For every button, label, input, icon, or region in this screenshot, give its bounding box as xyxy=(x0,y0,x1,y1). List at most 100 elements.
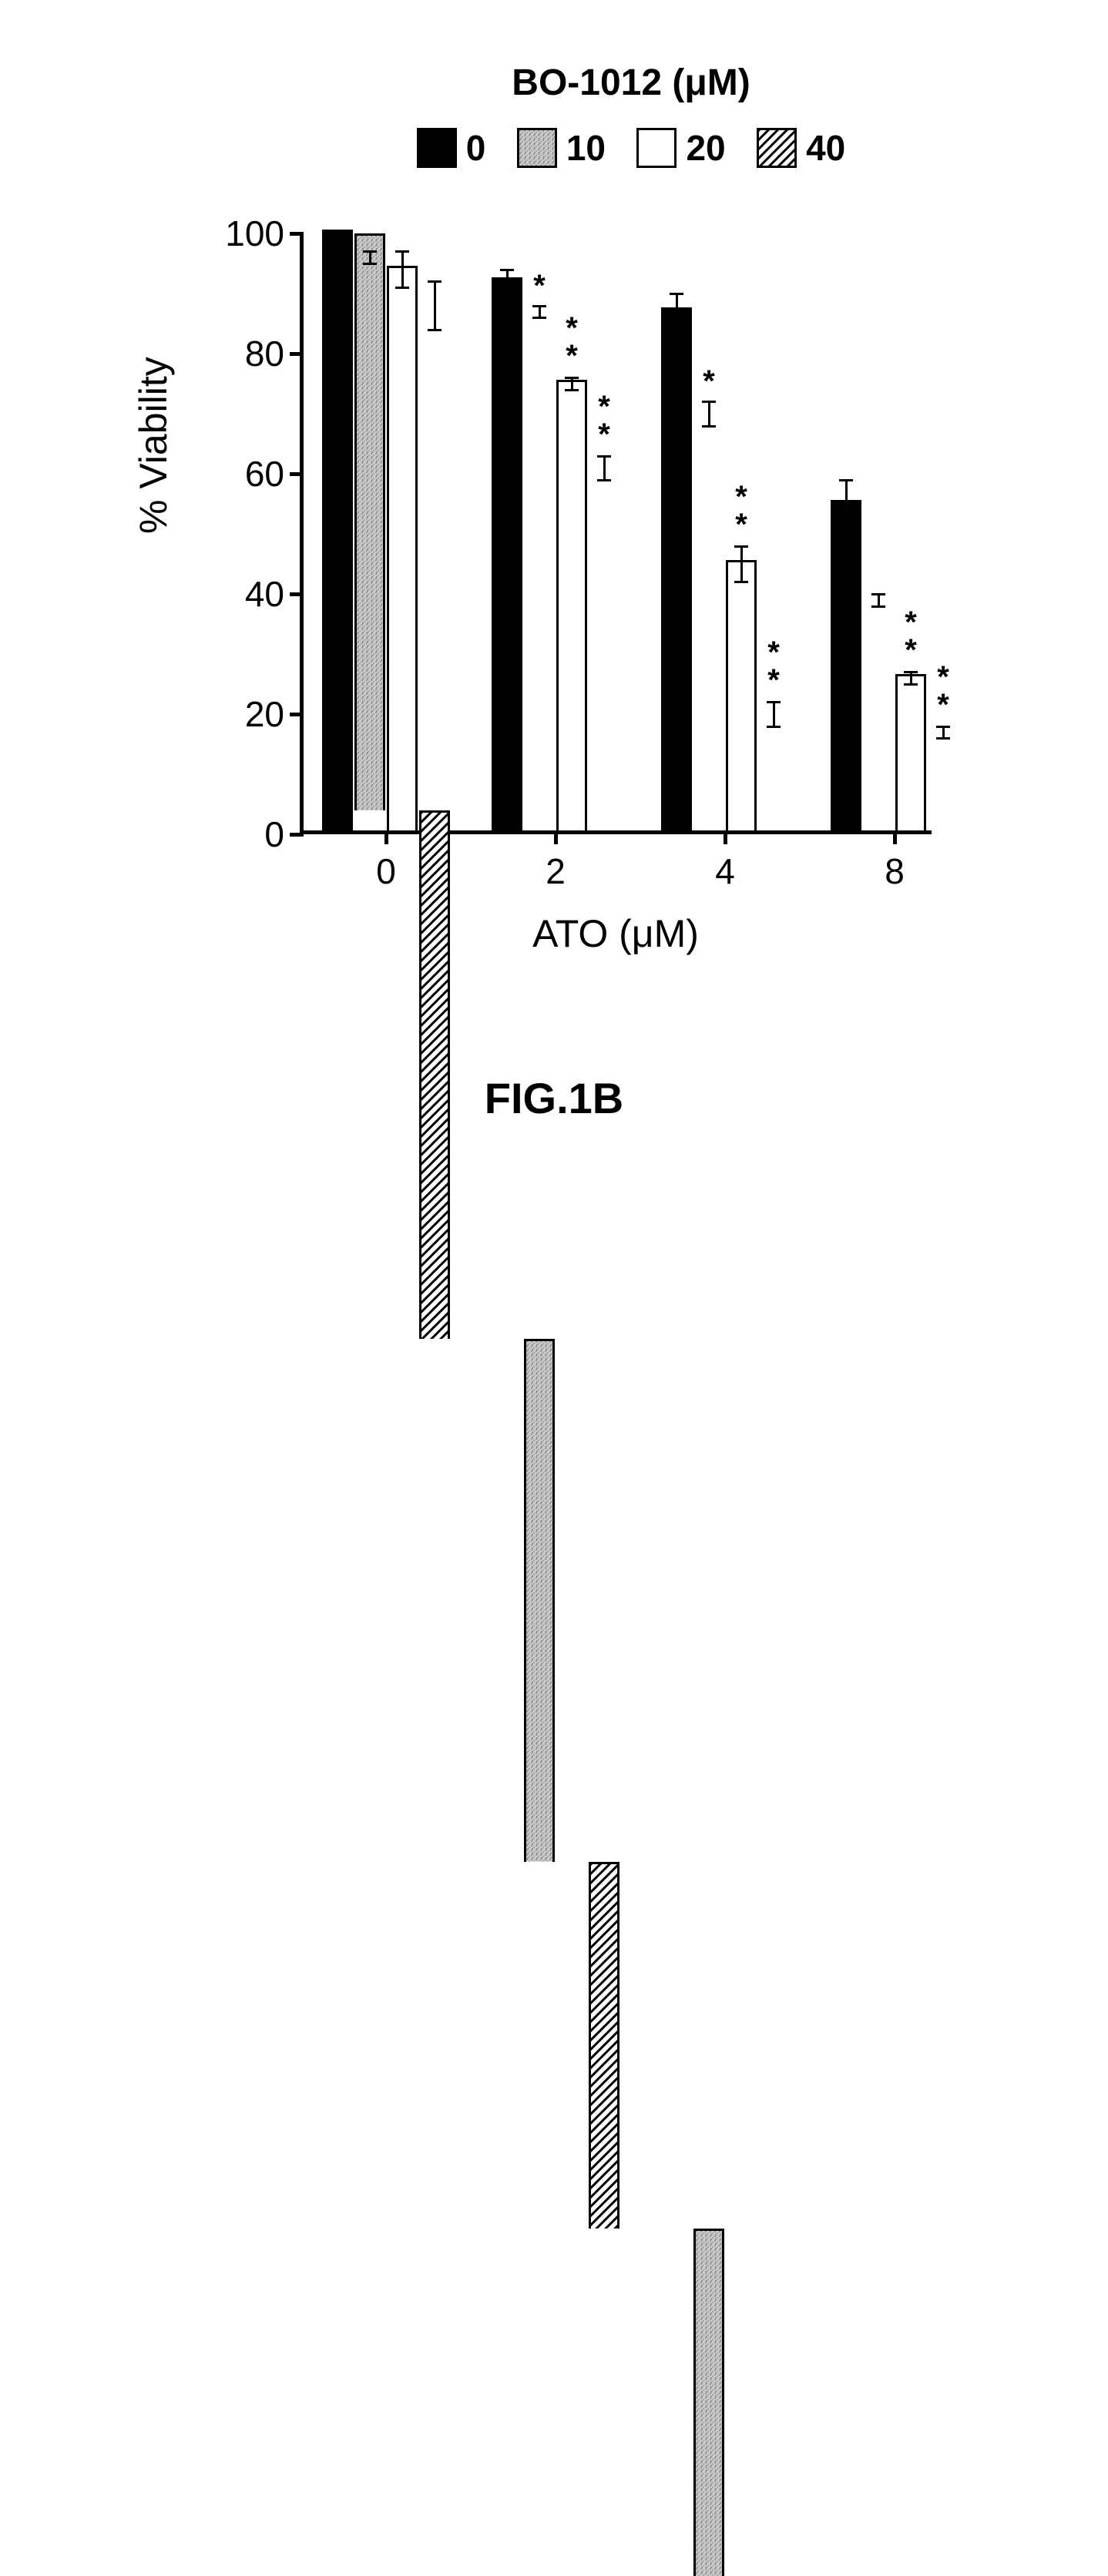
y-tick xyxy=(290,352,304,356)
legend-swatch-20 xyxy=(636,128,677,168)
bar xyxy=(419,810,450,1339)
error-cap xyxy=(670,329,683,331)
error-cap xyxy=(871,593,885,595)
bar xyxy=(726,560,757,830)
y-tick-label: 80 xyxy=(176,333,284,374)
error-cap xyxy=(395,287,409,289)
x-tick xyxy=(893,830,897,844)
error-cap xyxy=(428,329,442,331)
error-cap xyxy=(767,726,781,728)
error-cap xyxy=(597,479,611,481)
error-cap xyxy=(670,293,683,295)
y-tick-label: 0 xyxy=(176,813,284,855)
bar xyxy=(556,380,587,830)
bar xyxy=(661,307,692,830)
legend-label-40: 40 xyxy=(806,127,845,169)
x-tick xyxy=(724,830,727,844)
legend-label-20: 20 xyxy=(686,127,725,169)
error-bar xyxy=(740,546,743,582)
error-cap xyxy=(395,250,409,253)
bar xyxy=(524,1339,555,1862)
legend-swatch-40 xyxy=(757,128,797,168)
legend-swatch-0 xyxy=(417,128,457,168)
error-cap xyxy=(767,701,781,703)
error-cap xyxy=(500,269,514,271)
legend-swatch-10 xyxy=(517,128,557,168)
error-cap xyxy=(532,317,546,319)
x-tick-label: 4 xyxy=(715,850,735,892)
error-bar xyxy=(434,281,436,329)
error-bar xyxy=(942,726,945,739)
y-tick-label: 60 xyxy=(176,453,284,495)
y-tick xyxy=(290,472,304,476)
significance-marker: ** xyxy=(767,639,780,694)
error-bar xyxy=(401,251,404,287)
legend: 0 10 20 40 xyxy=(185,127,1077,172)
x-tick xyxy=(384,830,388,844)
error-bar xyxy=(506,270,509,293)
x-tick-label: 0 xyxy=(376,850,396,892)
error-cap xyxy=(936,737,950,740)
error-cap xyxy=(734,581,748,583)
bar xyxy=(831,500,861,830)
error-bar xyxy=(571,377,573,390)
significance-marker: ** xyxy=(937,663,949,719)
error-bar xyxy=(910,672,912,684)
significance-marker: * xyxy=(703,367,715,395)
error-bar xyxy=(708,401,710,425)
error-cap xyxy=(428,280,442,283)
y-tick xyxy=(290,713,304,716)
legend-item-40: 40 xyxy=(757,127,845,169)
error-cap xyxy=(904,683,918,686)
y-axis-label: % Viability xyxy=(131,357,176,534)
significance-marker: ** xyxy=(566,314,578,370)
error-bar xyxy=(676,293,678,330)
error-cap xyxy=(871,605,885,608)
bar xyxy=(895,674,926,830)
y-tick-label: 100 xyxy=(176,213,284,254)
error-cap xyxy=(500,293,514,295)
legend-label-10: 10 xyxy=(566,127,606,169)
error-bar xyxy=(603,456,606,480)
error-bar xyxy=(878,594,880,606)
y-tick-label: 40 xyxy=(176,573,284,615)
significance-marker: ** xyxy=(598,393,610,448)
figure-label: FIG.1B xyxy=(31,1073,1077,1123)
error-bar xyxy=(773,702,775,726)
error-cap xyxy=(363,250,377,253)
error-bar xyxy=(369,251,371,263)
error-cap xyxy=(839,527,853,529)
chart-area: % Viability 02*****4*****8**** ATO (μM) … xyxy=(130,218,978,911)
significance-marker: ** xyxy=(905,609,917,664)
bar xyxy=(589,1862,619,2229)
error-bar xyxy=(539,306,541,318)
error-bar xyxy=(845,480,848,528)
error-cap xyxy=(565,377,579,379)
bar xyxy=(492,277,522,830)
error-cap xyxy=(702,401,716,403)
plot-region: 02*****4*****8**** xyxy=(300,233,932,834)
x-tick-label: 8 xyxy=(885,850,905,892)
y-tick xyxy=(290,232,304,236)
legend-label-0: 0 xyxy=(466,127,486,169)
error-cap xyxy=(532,305,546,307)
x-axis-label: ATO (μM) xyxy=(532,911,699,1035)
y-tick-label: 20 xyxy=(176,693,284,735)
y-tick xyxy=(290,833,304,837)
error-cap xyxy=(363,263,377,265)
bar xyxy=(354,233,385,810)
error-cap xyxy=(597,455,611,458)
bar xyxy=(693,2229,724,2576)
error-cap xyxy=(565,389,579,391)
bar xyxy=(322,230,353,830)
error-cap xyxy=(839,479,853,481)
legend-item-10: 10 xyxy=(517,127,606,169)
error-cap xyxy=(936,726,950,728)
legend-item-20: 20 xyxy=(636,127,725,169)
significance-marker: ** xyxy=(735,483,747,538)
bar xyxy=(387,266,418,830)
x-tick-label: 2 xyxy=(546,850,566,892)
chart-title: BO-1012 (μM) xyxy=(185,62,1077,104)
x-tick xyxy=(554,830,558,844)
error-cap xyxy=(734,545,748,548)
